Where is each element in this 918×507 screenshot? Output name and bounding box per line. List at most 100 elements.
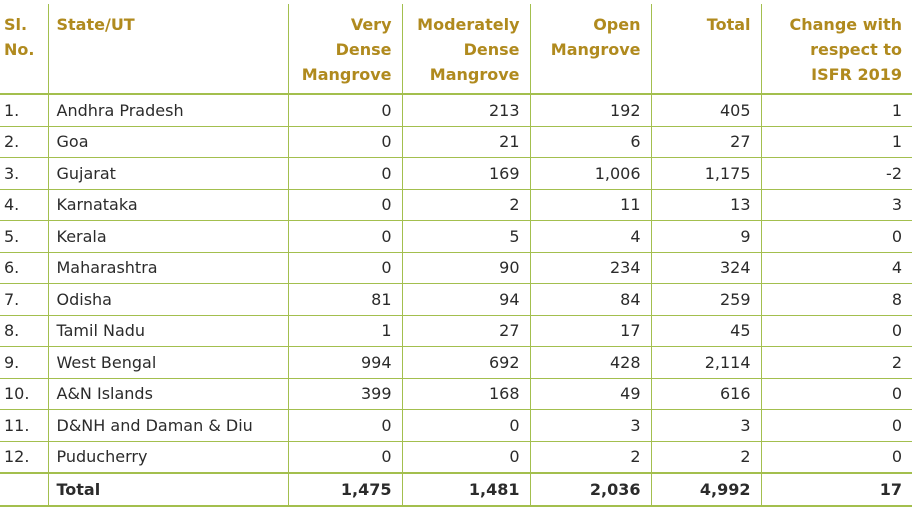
cell-change: 4 — [760, 252, 912, 284]
total-row: Total 1,475 1,481 2,036 4,992 17 — [0, 472, 912, 507]
cell-state: Maharashtra — [47, 252, 288, 284]
cell-moderately-dense: 5 — [401, 220, 530, 253]
cell-sl-no: 2. — [0, 126, 48, 158]
cell-moderately-dense: 168 — [401, 378, 530, 410]
cell-very-dense: 0 — [287, 220, 402, 253]
table-row: 11. D&NH and Daman & Diu 0 0 3 3 0 — [0, 409, 912, 442]
cell-total: 405 — [650, 94, 761, 127]
cell-state: D&NH and Daman & Diu — [47, 409, 288, 442]
cell-sl-no: 5. — [0, 220, 48, 253]
cell-open: 428 — [529, 346, 651, 379]
table-row: 3. Gujarat 0 169 1,006 1,175 -2 — [0, 157, 912, 190]
cell-very-dense: 994 — [287, 346, 402, 379]
cell-change: 1 — [760, 94, 912, 127]
cell-state: Tamil Nadu — [47, 315, 288, 347]
cell-state: Andhra Pradesh — [47, 94, 288, 127]
cell-open: 192 — [529, 94, 651, 127]
cell-state: Puducherry — [47, 441, 288, 474]
cell-change: 3 — [760, 189, 912, 221]
cell-sl-no — [0, 472, 48, 507]
cell-change: 2 — [760, 346, 912, 379]
cell-moderately-dense: 2 — [401, 189, 530, 221]
table-row: 1. Andhra Pradesh 0 213 192 405 1 — [0, 94, 912, 127]
cell-change: 0 — [760, 378, 912, 410]
cell-change: 0 — [760, 409, 912, 442]
cell-sl-no: 8. — [0, 315, 48, 347]
table-row: 9. West Bengal 994 692 428 2,114 2 — [0, 346, 912, 379]
cell-open: 234 — [529, 252, 651, 284]
cell-moderately-dense: 21 — [401, 126, 530, 158]
cell-very-dense: 1 — [287, 315, 402, 347]
total-open: 2,036 — [529, 472, 651, 507]
cell-very-dense: 0 — [287, 252, 402, 284]
header-very-dense: Very Dense Mangrove — [287, 4, 402, 95]
cell-change: 1 — [760, 126, 912, 158]
cell-sl-no: 6. — [0, 252, 48, 284]
cell-state: Karnataka — [47, 189, 288, 221]
cell-open: 11 — [529, 189, 651, 221]
cell-sl-no: 7. — [0, 283, 48, 316]
cell-total: 2 — [650, 441, 761, 474]
table-row: 12. Puducherry 0 0 2 2 0 — [0, 441, 912, 474]
cell-total: 9 — [650, 220, 761, 253]
mangrove-cover-table: Sl. No. State/UT Very Dense Mangrove Mod… — [0, 4, 912, 507]
cell-very-dense: 0 — [287, 157, 402, 190]
cell-sl-no: 10. — [0, 378, 48, 410]
cell-total: 13 — [650, 189, 761, 221]
cell-open: 6 — [529, 126, 651, 158]
cell-state: Goa — [47, 126, 288, 158]
table-row: 5. Kerala 0 5 4 9 0 — [0, 220, 912, 253]
cell-open: 4 — [529, 220, 651, 253]
header-open: Open Mangrove — [529, 4, 651, 95]
cell-open: 84 — [529, 283, 651, 316]
cell-open: 3 — [529, 409, 651, 442]
cell-moderately-dense: 27 — [401, 315, 530, 347]
cell-moderately-dense: 94 — [401, 283, 530, 316]
cell-very-dense: 81 — [287, 283, 402, 316]
header-sl-no: Sl. No. — [0, 4, 48, 95]
cell-total: 2,114 — [650, 346, 761, 379]
total-very-dense: 1,475 — [287, 472, 402, 507]
cell-sl-no: 3. — [0, 157, 48, 190]
total-total: 4,992 — [650, 472, 761, 507]
cell-moderately-dense: 0 — [401, 409, 530, 442]
table-row: 2. Goa 0 21 6 27 1 — [0, 126, 912, 158]
cell-very-dense: 0 — [287, 94, 402, 127]
header-total: Total — [650, 4, 761, 95]
cell-change: 0 — [760, 441, 912, 474]
cell-open: 49 — [529, 378, 651, 410]
cell-moderately-dense: 90 — [401, 252, 530, 284]
cell-state: Odisha — [47, 283, 288, 316]
total-change: 17 — [760, 472, 912, 507]
cell-total: 1,175 — [650, 157, 761, 190]
cell-open: 2 — [529, 441, 651, 474]
cell-moderately-dense: 213 — [401, 94, 530, 127]
total-moderately-dense: 1,481 — [401, 472, 530, 507]
cell-very-dense: 0 — [287, 441, 402, 474]
cell-moderately-dense: 169 — [401, 157, 530, 190]
header-row: Sl. No. State/UT Very Dense Mangrove Mod… — [0, 4, 912, 95]
cell-moderately-dense: 692 — [401, 346, 530, 379]
cell-state: A&N Islands — [47, 378, 288, 410]
cell-total: 3 — [650, 409, 761, 442]
cell-sl-no: 11. — [0, 409, 48, 442]
table-row: 10. A&N Islands 399 168 49 616 0 — [0, 378, 912, 410]
cell-total: 259 — [650, 283, 761, 316]
cell-open: 17 — [529, 315, 651, 347]
table-row: 4. Karnataka 0 2 11 13 3 — [0, 189, 912, 221]
cell-very-dense: 0 — [287, 126, 402, 158]
cell-sl-no: 4. — [0, 189, 48, 221]
cell-very-dense: 0 — [287, 409, 402, 442]
cell-change: 0 — [760, 220, 912, 253]
cell-state: West Bengal — [47, 346, 288, 379]
header-state: State/UT — [47, 4, 288, 95]
cell-total: 616 — [650, 378, 761, 410]
total-label: Total — [47, 472, 288, 507]
cell-change: -2 — [760, 157, 912, 190]
cell-change: 8 — [760, 283, 912, 316]
cell-change: 0 — [760, 315, 912, 347]
table-row: 6. Maharashtra 0 90 234 324 4 — [0, 252, 912, 284]
cell-total: 27 — [650, 126, 761, 158]
cell-very-dense: 399 — [287, 378, 402, 410]
cell-total: 324 — [650, 252, 761, 284]
